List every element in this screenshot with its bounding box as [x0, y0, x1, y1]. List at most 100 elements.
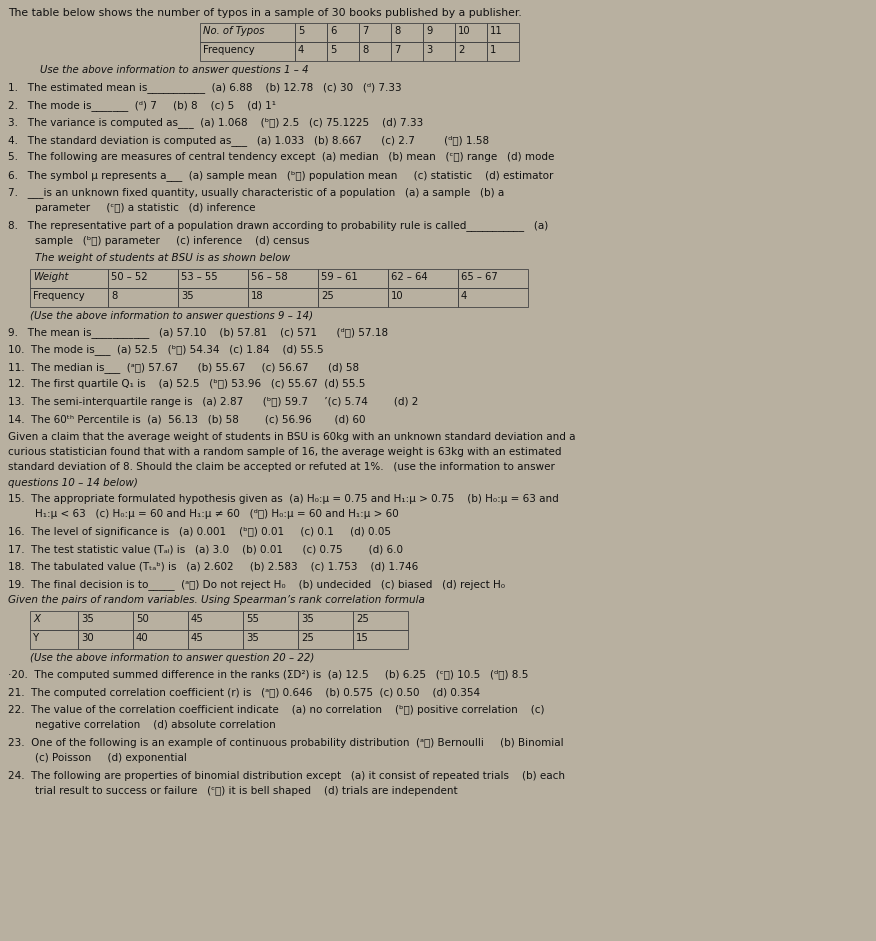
Bar [327, 42, 359, 61]
Text: sample   (ᵇ⧸) parameter     (c) inference    (d) census: sample (ᵇ⧸) parameter (c) inference (d) … [35, 235, 309, 246]
Text: 3.   The variance is computed as___  (a) 1.068    (ᵇ⧸) 2.5   (c) 75.1225    (d) : 3. The variance is computed as___ (a) 1.… [8, 118, 423, 128]
Bar [78, 611, 133, 630]
Bar [188, 611, 243, 630]
Bar [353, 630, 408, 648]
Text: The table below shows the number of typos in a sample of 30 books published by a: The table below shows the number of typo… [8, 8, 522, 18]
Bar [295, 42, 327, 61]
Bar [30, 269, 108, 288]
Text: 8.   The representative part of a population drawn according to probability rule: 8. The representative part of a populati… [8, 220, 548, 231]
Bar [391, 23, 423, 42]
Text: No. of Typos: No. of Typos [203, 25, 265, 36]
Text: 16.  The level of significance is   (a) 0.001    (ᵇ⧸) 0.01     (c) 0.1     (d) 0: 16. The level of significance is (a) 0.0… [8, 527, 391, 536]
Text: 10: 10 [458, 25, 470, 36]
Bar [243, 611, 298, 630]
Text: 59 – 61: 59 – 61 [321, 272, 357, 282]
Text: 4: 4 [461, 291, 467, 301]
Bar [487, 42, 519, 61]
Text: 11: 11 [490, 25, 503, 36]
Bar [455, 42, 487, 61]
Text: 7: 7 [394, 45, 400, 55]
Text: 22.  The value of the correlation coefficient indicate    (a) no correlation    : 22. The value of the correlation coeffic… [8, 705, 545, 715]
Bar [30, 630, 78, 648]
Text: 7: 7 [362, 25, 369, 36]
Text: 21.  The computed correlation coefficient (r) is   (ᵃ⧸) 0.646    (b) 0.575  (c) : 21. The computed correlation coefficient… [8, 688, 480, 697]
Bar [423, 42, 455, 61]
Text: 19.  The final decision is to_____  (ᵃ⧸) Do not reject H₀    (b) undecided   (c): 19. The final decision is to_____ (ᵃ⧸) D… [8, 579, 505, 590]
Text: (Use the above information to answer question 20 – 22): (Use the above information to answer que… [30, 652, 314, 662]
Text: (c) Poisson     (d) exponential: (c) Poisson (d) exponential [35, 754, 187, 763]
Bar [133, 611, 188, 630]
Bar [178, 288, 248, 307]
Text: 8: 8 [362, 45, 368, 55]
Text: negative correlation    (d) absolute correlation: negative correlation (d) absolute correl… [35, 721, 276, 730]
Text: Use the above information to answer questions 1 – 4: Use the above information to answer ques… [40, 65, 308, 75]
Bar [487, 23, 519, 42]
Text: 56 – 58: 56 – 58 [251, 272, 287, 282]
Text: 40: 40 [136, 632, 149, 643]
Text: Y: Y [33, 632, 39, 643]
Bar [200, 23, 295, 42]
Text: 4.   The standard deviation is computed as___   (a) 1.033   (b) 8.667      (c) 2: 4. The standard deviation is computed as… [8, 135, 489, 146]
Bar [318, 288, 388, 307]
Text: 12.  The first quartile Q₁ is    (a) 52.5   (ᵇ⧸) 53.96   (c) 55.67  (d) 55.5: 12. The first quartile Q₁ is (a) 52.5 (ᵇ… [8, 379, 365, 390]
Bar [243, 630, 298, 648]
Bar [423, 23, 455, 42]
Text: 35: 35 [81, 614, 94, 624]
Text: 25: 25 [356, 614, 369, 624]
Text: 14.  The 60ᵗʰ Percentile is  (a)  56.13   (b) 58        (c) 56.96       (d) 60: 14. The 60ᵗʰ Percentile is (a) 56.13 (b)… [8, 414, 365, 424]
Text: 11.  The median is___  (ᵃ⧸) 57.67      (b) 55.67     (c) 56.67      (d) 58: 11. The median is___ (ᵃ⧸) 57.67 (b) 55.6… [8, 361, 359, 373]
Text: 35: 35 [181, 291, 194, 301]
Text: (Use the above information to answer questions 9 – 14): (Use the above information to answer que… [30, 311, 313, 321]
Text: 10.  The mode is___  (a) 52.5   (ᵇ⧸) 54.34   (c) 1.84    (d) 55.5: 10. The mode is___ (a) 52.5 (ᵇ⧸) 54.34 (… [8, 344, 323, 355]
Text: 30: 30 [81, 632, 94, 643]
Bar [353, 611, 408, 630]
Text: trial result to success or failure   (ᶜ⧸) it is bell shaped    (d) trials are in: trial result to success or failure (ᶜ⧸) … [35, 787, 457, 796]
Bar [327, 23, 359, 42]
Text: 2: 2 [458, 45, 464, 55]
Text: 25: 25 [321, 291, 334, 301]
Text: Frequency: Frequency [203, 45, 255, 55]
Bar [391, 42, 423, 61]
Text: 6.   The symbol μ represents a___  (a) sample mean   (ᵇ⧸) population mean     (c: 6. The symbol μ represents a___ (a) samp… [8, 170, 554, 181]
Text: Given the pairs of random variables. Using Spearman’s rank correlation formula: Given the pairs of random variables. Usi… [8, 595, 425, 605]
Bar [248, 288, 318, 307]
Bar [458, 269, 528, 288]
Text: 4: 4 [298, 45, 304, 55]
Bar [248, 269, 318, 288]
Bar [359, 23, 391, 42]
Bar [30, 611, 78, 630]
Text: 10: 10 [391, 291, 404, 301]
Bar [298, 611, 353, 630]
Text: 24.  The following are properties of binomial distribution except   (a) it consi: 24. The following are properties of bino… [8, 771, 565, 781]
Text: 18: 18 [251, 291, 264, 301]
Text: 62 – 64: 62 – 64 [391, 272, 427, 282]
Bar [318, 269, 388, 288]
Text: 15: 15 [356, 632, 369, 643]
Text: 50: 50 [136, 614, 149, 624]
Text: Given a claim that the average weight of students in BSU is 60kg with an unknown: Given a claim that the average weight of… [8, 432, 576, 441]
Bar [458, 288, 528, 307]
Bar [133, 630, 188, 648]
Bar [200, 42, 295, 61]
Bar [30, 288, 108, 307]
Bar [298, 630, 353, 648]
Bar [178, 269, 248, 288]
Text: 55: 55 [246, 614, 259, 624]
Text: 2.   The mode is_______  (ᵈ) 7     (b) 8    (c) 5    (d) 1¹: 2. The mode is_______ (ᵈ) 7 (b) 8 (c) 5 … [8, 100, 276, 111]
Text: standard deviation of 8. Should the claim be accepted or refuted at 1%.   (use t: standard deviation of 8. Should the clai… [8, 462, 555, 472]
Text: curious statistician found that with a random sample of 16, the average weight i: curious statistician found that with a r… [8, 447, 562, 457]
Text: questions 10 – 14 below): questions 10 – 14 below) [8, 478, 138, 487]
Text: H₁:μ < 63   (c) H₀:μ = 60 and H₁:μ ≠ 60   (ᵈ⧸) H₀:μ = 60 and H₁:μ > 60: H₁:μ < 63 (c) H₀:μ = 60 and H₁:μ ≠ 60 (ᵈ… [35, 509, 399, 519]
Text: 5: 5 [298, 25, 304, 36]
Text: 6: 6 [330, 25, 336, 36]
Bar [78, 630, 133, 648]
Text: X: X [33, 614, 40, 624]
Text: The weight of students at BSU is as shown below: The weight of students at BSU is as show… [35, 253, 290, 263]
Text: 9: 9 [426, 25, 433, 36]
Text: 9.   The mean is___________   (a) 57.10    (b) 57.81    (c) 571      (ᵈ⧸) 57.18: 9. The mean is___________ (a) 57.10 (b) … [8, 327, 388, 338]
Text: 45: 45 [191, 632, 204, 643]
Text: 17.  The test statistic value (Tₐₗ) is   (a) 3.0    (b) 0.01      (c) 0.75      : 17. The test statistic value (Tₐₗ) is (a… [8, 544, 403, 554]
Bar [388, 269, 458, 288]
Text: ·20.  The computed summed difference in the ranks (ΣD²) is  (a) 12.5     (b) 6.2: ·20. The computed summed difference in t… [8, 670, 528, 680]
Bar [108, 269, 178, 288]
